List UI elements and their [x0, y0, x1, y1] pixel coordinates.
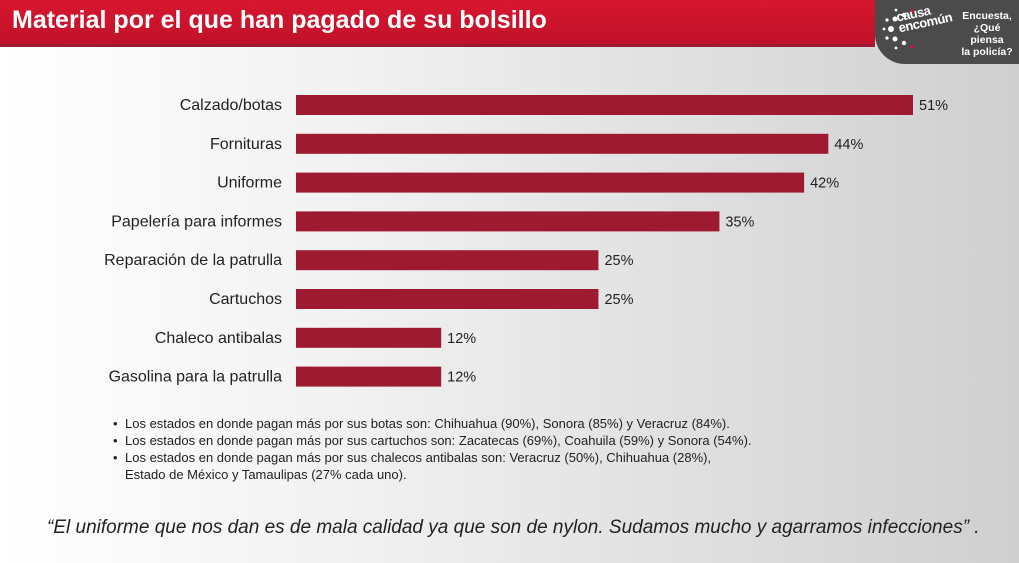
- note-item: Los estados en donde pagan más por sus c…: [113, 449, 752, 483]
- value-label: 51%: [919, 98, 948, 114]
- bar: [296, 250, 599, 271]
- category-label: Uniforme: [217, 175, 282, 192]
- note-item: Los estados en donde pagan más por sus c…: [113, 432, 752, 449]
- category-label: Papelería para informes: [111, 213, 282, 230]
- causa-en-comun-logo-icon: [882, 8, 914, 50]
- survey-line-3: la policía?: [961, 46, 1013, 58]
- category-label: Reparación de la patrulla: [104, 252, 282, 269]
- category-label: Cartuchos: [209, 291, 282, 308]
- header-banner: Material por el que han pagado de su bol…: [0, 0, 875, 44]
- header-stripe: [0, 44, 875, 47]
- category-label: Chaleco antibalas: [155, 330, 282, 347]
- notes-list: Los estados en donde pagan más por sus b…: [113, 415, 752, 483]
- bar: [296, 95, 913, 115]
- page-title: Material por el que han pagado de su bol…: [12, 6, 547, 34]
- survey-label: Encuesta, ¿Qué piensa la policía?: [957, 10, 1017, 58]
- bar: [296, 133, 829, 154]
- logo-box: causa encomún Encuesta, ¿Qué piensa la p…: [875, 0, 1019, 64]
- bar-chart: Calzado/botas 51% Fornituras 44% Uniforme 42%…: [104, 95, 948, 387]
- value-label: 12%: [447, 370, 476, 386]
- category-label: Calzado/botas: [180, 97, 282, 114]
- survey-line-2: ¿Qué piensa: [970, 22, 1004, 46]
- value-label: 12%: [447, 331, 476, 347]
- value-label: 44%: [834, 137, 863, 153]
- bar: [296, 289, 599, 309]
- bar: [296, 327, 442, 348]
- category-label: Gasolina para la patrulla: [109, 369, 283, 386]
- bar: [296, 366, 442, 387]
- note-text: Los estados en donde pagan más por sus c…: [125, 450, 712, 465]
- note-text-continuation: Estado de México y Tamaulipas (27% cada …: [125, 467, 407, 482]
- note-text: Los estados en donde pagan más por sus b…: [125, 416, 730, 431]
- note-item: Los estados en donde pagan más por sus b…: [113, 415, 752, 432]
- bar: [296, 211, 720, 232]
- value-label: 25%: [604, 292, 633, 308]
- value-label: 25%: [604, 253, 633, 269]
- value-label: 42%: [810, 176, 839, 192]
- note-text: Los estados en donde pagan más por sus c…: [125, 433, 752, 448]
- category-label: Fornituras: [210, 136, 282, 153]
- bar: [296, 172, 805, 193]
- survey-line-1: Encuesta,: [962, 10, 1012, 22]
- quote-text: “El uniforme que nos dan es de mala cali…: [47, 517, 980, 538]
- value-label: 35%: [725, 214, 754, 230]
